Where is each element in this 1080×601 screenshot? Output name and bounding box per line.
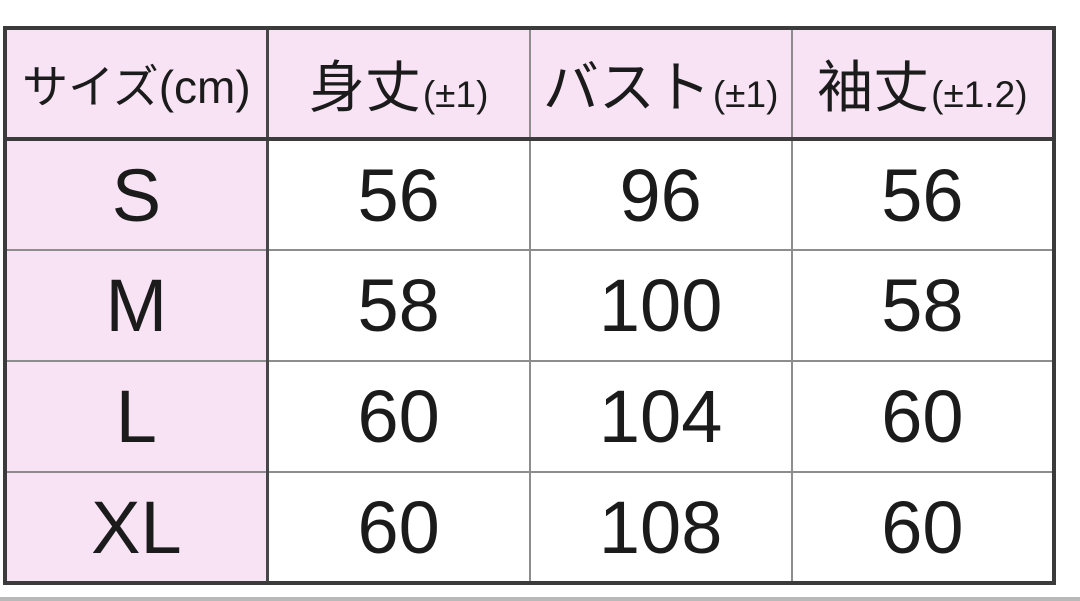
column-header-sleeve-length-tolerance: (±1.2) <box>931 74 1028 115</box>
column-header-bust-label: バスト <box>542 56 711 119</box>
column-header-size-label: サイズ(cm) <box>22 60 251 113</box>
column-header-body-length: 身丈(±1) <box>266 28 530 141</box>
bottom-divider-bar <box>0 597 1080 601</box>
cell-xl-body-length: 60 <box>266 471 531 584</box>
cell-s-body-length: 56 <box>266 138 531 251</box>
size-row-xl: XL 60 108 60 <box>5 471 1056 584</box>
column-header-body-length-label: 身丈 <box>308 56 421 119</box>
size-row-l: L 60 104 60 <box>5 360 1056 473</box>
column-header-sleeve-length: 袖丈(±1.2) <box>790 28 1054 141</box>
column-header-sleeve-length-label: 袖丈 <box>817 56 930 119</box>
cell-l-sleeve-length: 60 <box>790 360 1056 473</box>
column-header-size: サイズ(cm) <box>5 28 269 141</box>
size-chart: サイズ(cm) 身丈(±1) バスト(±1) 袖丈(±1.2) S 56 96 … <box>3 26 1056 585</box>
cell-xl-sleeve-length: 60 <box>790 471 1056 584</box>
column-header-bust: バスト(±1) <box>528 28 792 141</box>
cell-m-bust: 100 <box>528 249 793 362</box>
column-header-body-length-tolerance: (±1) <box>422 74 489 115</box>
row-header-size-m: M <box>5 249 269 361</box>
column-header-bust-tolerance: (±1) <box>712 74 779 115</box>
cell-l-bust: 104 <box>528 360 793 473</box>
cell-l-body-length: 60 <box>266 360 531 473</box>
size-row-s: S 56 96 56 <box>5 138 1056 251</box>
row-header-size-s: S <box>5 138 269 250</box>
size-chart-table: サイズ(cm) 身丈(±1) バスト(±1) 袖丈(±1.2) S 56 96 … <box>3 26 1056 585</box>
cell-m-sleeve-length: 58 <box>790 249 1056 362</box>
cell-xl-bust: 108 <box>528 471 793 584</box>
cell-s-sleeve-length: 56 <box>790 138 1056 251</box>
cell-m-body-length: 58 <box>266 249 531 362</box>
size-row-m: M 58 100 58 <box>5 249 1056 362</box>
cell-s-bust: 96 <box>528 138 793 251</box>
row-header-size-xl: XL <box>5 471 269 583</box>
header-row: サイズ(cm) 身丈(±1) バスト(±1) 袖丈(±1.2) <box>5 28 1054 141</box>
row-header-size-l: L <box>5 360 269 472</box>
